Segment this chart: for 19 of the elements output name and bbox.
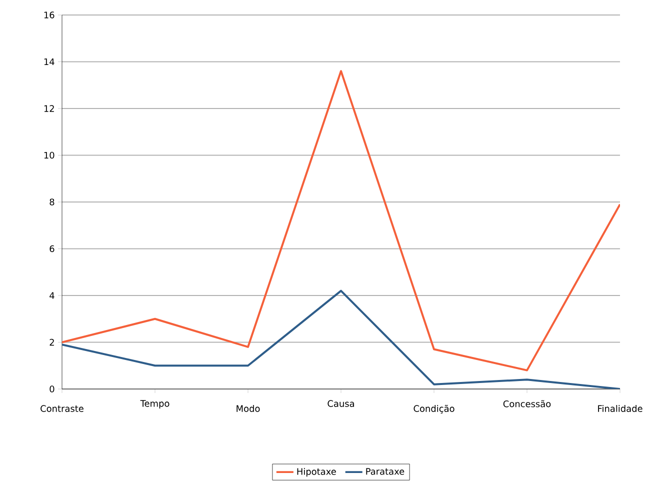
y-tick-label: 12 bbox=[44, 105, 54, 112]
x-tick-label: Finalidade bbox=[598, 405, 642, 412]
x-tick-label: Contraste bbox=[40, 405, 84, 412]
y-tick-label: 16 bbox=[44, 12, 54, 18]
x-tick-label: Condição bbox=[414, 404, 454, 414]
x-tick-label: Concessão bbox=[503, 400, 551, 408]
y-tick-label: 6 bbox=[50, 245, 54, 252]
line-series bbox=[62, 70, 620, 372]
y-tick-label: 14 bbox=[44, 58, 54, 66]
y-tick-label: 2 bbox=[50, 338, 54, 346]
y-tick-label: 8 bbox=[50, 198, 54, 206]
legend-label: Hipotaxe bbox=[297, 468, 336, 477]
x-tick-label: Tempo bbox=[140, 400, 170, 409]
x-tick-label: Modo bbox=[236, 405, 260, 412]
legend-label: Parataxe bbox=[366, 468, 404, 475]
x-tick-label: Causa bbox=[328, 400, 354, 407]
y-tick-label: 0 bbox=[50, 386, 54, 392]
y-tick-label: 4 bbox=[50, 292, 54, 299]
y-tick-label: 10 bbox=[44, 152, 54, 159]
